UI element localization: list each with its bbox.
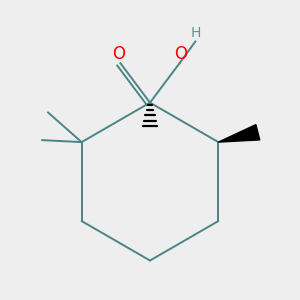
- Text: O: O: [112, 46, 125, 64]
- Text: O: O: [174, 46, 187, 64]
- Polygon shape: [218, 124, 260, 142]
- Text: H: H: [191, 26, 201, 40]
